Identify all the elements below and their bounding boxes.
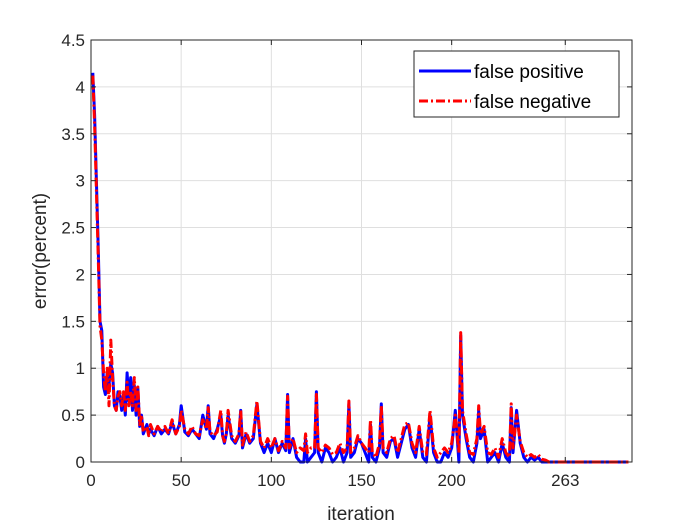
x-axis-label: iteration bbox=[327, 504, 395, 525]
y-tick-label: 2.5 bbox=[61, 219, 85, 238]
y-tick-label: 4.5 bbox=[61, 31, 85, 50]
y-tick-label: 0 bbox=[76, 453, 85, 472]
legend-label-false-negative: false negative bbox=[474, 92, 591, 113]
series-group bbox=[91, 72, 629, 464]
x-tick-label: 0 bbox=[86, 471, 95, 490]
series-line-false-negative bbox=[91, 75, 629, 464]
x-tick-label: 100 bbox=[257, 471, 285, 490]
axis-ticks: 0 50 100 150 200 263 0 0.5 1 1.5 2 2.5 3 3.5 4 4.5 bbox=[61, 31, 632, 490]
y-tick-label: 2 bbox=[76, 265, 85, 284]
y-tick-label: 0.5 bbox=[61, 406, 85, 425]
x-tick-label: 263 bbox=[551, 471, 579, 490]
x-tick-label: 150 bbox=[347, 471, 375, 490]
y-tick-label: 1 bbox=[76, 359, 85, 378]
y-tick-label: 3 bbox=[76, 172, 85, 191]
legend: false positive false negative bbox=[413, 50, 620, 118]
y-tick-label: 4 bbox=[76, 78, 85, 97]
x-tick-label: 200 bbox=[437, 471, 465, 490]
legend-label-false-positive: false positive bbox=[474, 62, 584, 83]
y-axis-label: error(percent) bbox=[30, 193, 51, 309]
legend-box bbox=[413, 50, 620, 118]
y-tick-label: 3.5 bbox=[61, 125, 85, 144]
x-tick-label: 50 bbox=[172, 471, 191, 490]
y-tick-label: 1.5 bbox=[61, 312, 85, 331]
